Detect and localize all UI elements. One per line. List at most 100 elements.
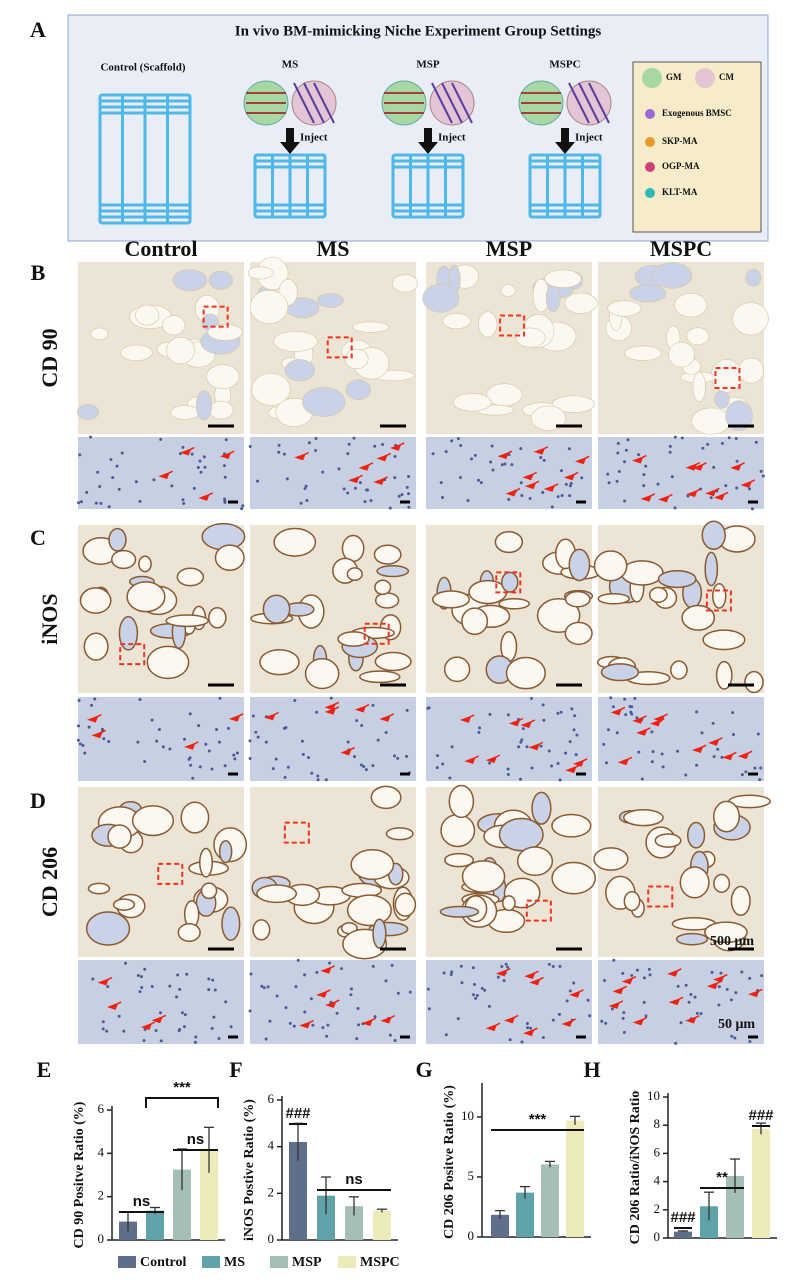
group-label: MSPC bbox=[549, 59, 580, 71]
cell bbox=[674, 1041, 678, 1045]
red-arrow bbox=[640, 493, 656, 502]
cell bbox=[673, 435, 677, 439]
zoom-box bbox=[705, 589, 732, 612]
cell bbox=[388, 506, 392, 510]
red-arrow bbox=[373, 476, 388, 485]
cell bbox=[223, 475, 227, 479]
cell bbox=[241, 504, 245, 508]
cell bbox=[500, 964, 504, 968]
cell bbox=[679, 1021, 683, 1025]
tissue-pore bbox=[370, 785, 402, 810]
tissue-pore bbox=[597, 592, 630, 605]
cell bbox=[207, 988, 211, 992]
tissue-pore bbox=[607, 300, 642, 317]
red-arrow bbox=[737, 750, 753, 760]
cell bbox=[616, 441, 620, 445]
inject-label: Inject bbox=[438, 132, 466, 144]
red-arrow bbox=[485, 754, 501, 764]
tissue-pore bbox=[146, 645, 190, 680]
legend-swatch bbox=[202, 1256, 220, 1268]
tissue-pore bbox=[249, 289, 289, 324]
cell bbox=[490, 444, 494, 448]
cell bbox=[459, 444, 463, 448]
tissue-pore bbox=[200, 882, 218, 900]
cell bbox=[712, 465, 716, 469]
cell bbox=[168, 747, 172, 751]
cell bbox=[373, 444, 377, 448]
tissue-pore bbox=[691, 407, 731, 435]
cell bbox=[611, 705, 615, 709]
group-label: Control (Scaffold) bbox=[100, 62, 185, 74]
cell bbox=[143, 760, 147, 764]
cell bbox=[471, 993, 475, 997]
zoom-box bbox=[326, 336, 353, 359]
red-arrow bbox=[198, 492, 213, 501]
cell bbox=[87, 725, 91, 729]
cell bbox=[506, 772, 510, 776]
legend-text: SKP-MA bbox=[662, 136, 698, 146]
cell bbox=[489, 460, 493, 464]
cell bbox=[142, 1039, 146, 1043]
cell bbox=[346, 452, 350, 456]
cell bbox=[695, 710, 699, 714]
cell bbox=[568, 989, 572, 993]
tissue-pore bbox=[654, 833, 682, 848]
cell bbox=[197, 724, 201, 728]
cell bbox=[568, 740, 572, 744]
cell bbox=[506, 713, 510, 717]
cell bbox=[442, 971, 446, 975]
cell bbox=[393, 454, 397, 458]
column-header: MS bbox=[317, 236, 350, 261]
bar bbox=[516, 1192, 534, 1237]
cell bbox=[575, 733, 579, 737]
column-header: MSP bbox=[486, 236, 532, 261]
tissue-pore bbox=[177, 922, 201, 943]
cell bbox=[506, 767, 510, 771]
legend-text: OGP-MA bbox=[662, 161, 700, 171]
panel-label: E bbox=[37, 1057, 52, 1082]
cell bbox=[735, 459, 739, 463]
legend-icon bbox=[645, 162, 655, 172]
cell bbox=[211, 978, 215, 982]
tissue-pore bbox=[422, 283, 460, 313]
cell bbox=[393, 1038, 397, 1042]
cell bbox=[248, 1009, 252, 1013]
cell bbox=[223, 764, 227, 768]
red-arrow bbox=[179, 446, 195, 456]
tissue-pore bbox=[623, 890, 641, 912]
tissue-pore bbox=[273, 527, 317, 557]
tissue-pore bbox=[686, 821, 706, 849]
cell bbox=[376, 738, 380, 742]
tissue-pore bbox=[162, 315, 186, 336]
cell bbox=[635, 968, 639, 972]
bar bbox=[566, 1120, 584, 1237]
cell bbox=[500, 463, 504, 467]
cell bbox=[541, 703, 545, 707]
cell bbox=[644, 1014, 648, 1018]
cell bbox=[701, 446, 705, 450]
tissue-pore bbox=[111, 549, 137, 570]
tissue-pore bbox=[214, 544, 245, 572]
histology-zoom-image bbox=[426, 437, 592, 509]
cell bbox=[266, 985, 270, 989]
tissue-pore bbox=[346, 567, 363, 581]
cell bbox=[661, 765, 665, 769]
tissue-pore bbox=[675, 932, 709, 946]
tissue-pore bbox=[385, 827, 414, 841]
cell bbox=[436, 754, 440, 758]
y-axis-label: iNOS Postive Ratio (%) bbox=[242, 1099, 257, 1241]
cell bbox=[519, 481, 523, 485]
cell bbox=[187, 757, 191, 761]
cell bbox=[207, 749, 211, 753]
cell bbox=[300, 739, 304, 743]
red-arrow bbox=[459, 714, 475, 723]
cell bbox=[107, 505, 111, 509]
cell bbox=[248, 739, 252, 743]
bar bbox=[146, 1210, 164, 1240]
cell bbox=[101, 1027, 105, 1031]
cell bbox=[441, 495, 445, 499]
cell bbox=[76, 501, 80, 505]
scale-bar-label: 50 μm bbox=[718, 1017, 755, 1032]
legend-icon bbox=[642, 68, 662, 88]
cell bbox=[717, 985, 721, 989]
